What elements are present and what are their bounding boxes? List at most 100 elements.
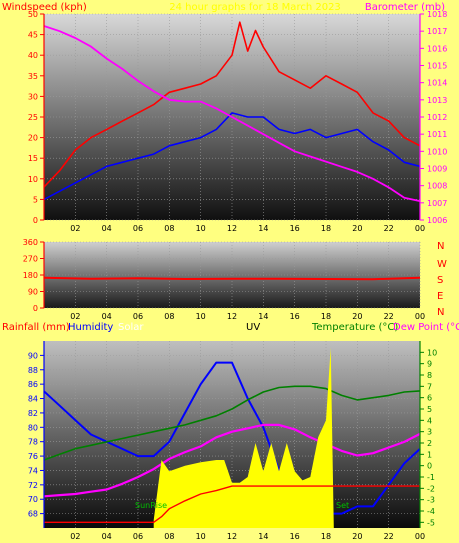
x-tick-label: 12 (227, 532, 237, 541)
right-tick-label: 1016 (427, 44, 447, 53)
x-tick-label: 02 (70, 224, 80, 233)
sunrise-label: SunRise (135, 501, 167, 510)
y-tick-label: 40 (28, 51, 38, 60)
x-tick-label: 10 (196, 312, 206, 321)
x-tick-label: 18 (321, 224, 331, 233)
x-tick-label: 22 (384, 312, 394, 321)
right-tick-label: 4 (427, 416, 432, 425)
right-tick-label: 1011 (427, 130, 447, 139)
y-tick-label: 180 (23, 271, 38, 280)
y-tick-label: 70 (28, 495, 38, 504)
y-tick-label: 72 (28, 481, 38, 490)
right-tick-label: 10 (427, 348, 437, 357)
y-tick-label: 74 (28, 466, 38, 475)
y-tick-label: 45 (28, 31, 38, 40)
y-tick-label: 90 (28, 351, 38, 360)
y-tick-label: 0 (33, 216, 38, 225)
x-tick-label: 12 (227, 224, 237, 233)
x-tick-label: 08 (164, 224, 174, 233)
x-tick-label: 00 (415, 532, 425, 541)
y-tick-label: 15 (28, 154, 38, 163)
x-tick-label: 08 (164, 312, 174, 321)
solar-area (153, 347, 334, 528)
y-tick-label: 86 (28, 380, 38, 389)
sunset-label: Set (336, 501, 349, 510)
x-tick-label: 04 (102, 224, 112, 233)
y-tick-label: 80 (28, 423, 38, 432)
wind-average-line (43, 112, 421, 201)
x-tick-label: 22 (384, 224, 394, 233)
dewpoint-line (43, 423, 421, 498)
x-tick-label: 02 (70, 312, 80, 321)
right-tick-label: 1017 (427, 27, 447, 36)
right-tick-label: 1 (427, 450, 432, 459)
compass-n-bottom: N (437, 307, 444, 318)
temperature-line (43, 385, 421, 461)
x-tick-label: 16 (290, 224, 300, 233)
rainfall-axis-title: Rainfall (mm) (2, 322, 70, 333)
right-tick-label: 6 (427, 394, 432, 403)
y-tick-label: 88 (28, 366, 38, 375)
x-tick-label: 20 (352, 224, 362, 233)
right-tick-label: -2 (427, 484, 435, 493)
y-tick-label: 10 (28, 175, 38, 184)
right-tick-label: 1018 (427, 10, 447, 19)
x-tick-label: 02 (70, 532, 80, 541)
y-tick-label: 50 (28, 10, 38, 19)
right-tick-label: 1006 (427, 216, 447, 225)
y-tick-label: 20 (28, 134, 38, 143)
x-tick-label: 18 (321, 312, 331, 321)
compass-s: S (437, 275, 443, 286)
x-tick-label: 00 (415, 312, 425, 321)
x-tick-label: 08 (164, 532, 174, 541)
y-tick-label: 84 (28, 395, 38, 404)
right-tick-label: 3 (427, 428, 432, 437)
right-tick-label: -1 (427, 473, 435, 482)
barometer-line (43, 25, 421, 202)
right-tick-label: 8 (427, 371, 432, 380)
right-tick-label: -4 (427, 507, 435, 516)
right-tick-label: 1014 (427, 79, 447, 88)
dewpoint-axis-title: Dew Point (°C) (393, 322, 459, 333)
uv-axis-title: UV (246, 322, 260, 333)
right-tick-label: 1008 (427, 182, 447, 191)
x-tick-label: 06 (133, 224, 143, 233)
right-tick-label: 5 (427, 405, 432, 414)
right-tick-label: -5 (427, 518, 435, 527)
rainfall-line (44, 485, 420, 523)
x-tick-label: 14 (258, 224, 268, 233)
right-tick-label: 0 (427, 462, 432, 471)
x-tick-label: 04 (102, 532, 112, 541)
right-tick-label: 1015 (427, 62, 447, 71)
right-tick-label: 1013 (427, 96, 447, 105)
compass-w: W (437, 259, 447, 270)
right-tick-label: 1009 (427, 165, 447, 174)
x-tick-label: 14 (258, 312, 268, 321)
x-tick-label: 18 (321, 532, 331, 541)
y-tick-label: 68 (28, 510, 38, 519)
x-tick-label: 22 (384, 532, 394, 541)
compass-n-top: N (437, 241, 444, 252)
y-tick-label: 0 (33, 304, 38, 313)
series-layer (43, 21, 421, 528)
y-tick-label: 35 (28, 72, 38, 81)
compass-e: E (437, 291, 443, 302)
x-tick-label: 06 (133, 312, 143, 321)
right-tick-label: 1007 (427, 199, 447, 208)
x-tick-label: 10 (196, 224, 206, 233)
x-tick-label: 14 (258, 532, 268, 541)
right-tick-label: 7 (427, 382, 432, 391)
x-tick-label: 20 (352, 532, 362, 541)
y-tick-label: 78 (28, 438, 38, 447)
right-tick-label: 9 (427, 360, 432, 369)
y-tick-label: 82 (28, 409, 38, 418)
x-tick-label: 04 (102, 312, 112, 321)
humidity-axis-title: Humidity (68, 322, 113, 333)
windspeed-axis-title: Windspeed (kph) (2, 2, 87, 13)
axes-layer: 02 04 06 08 10 12 14 16 18 20 22 000510152025303540… (23, 10, 448, 541)
y-tick-label: 360 (23, 238, 38, 247)
y-tick-label: 5 (33, 195, 38, 204)
solar-axis-title: Solar (118, 322, 144, 333)
chart-date-title: 24 hour graphs for 18 March 2023 (169, 2, 341, 13)
